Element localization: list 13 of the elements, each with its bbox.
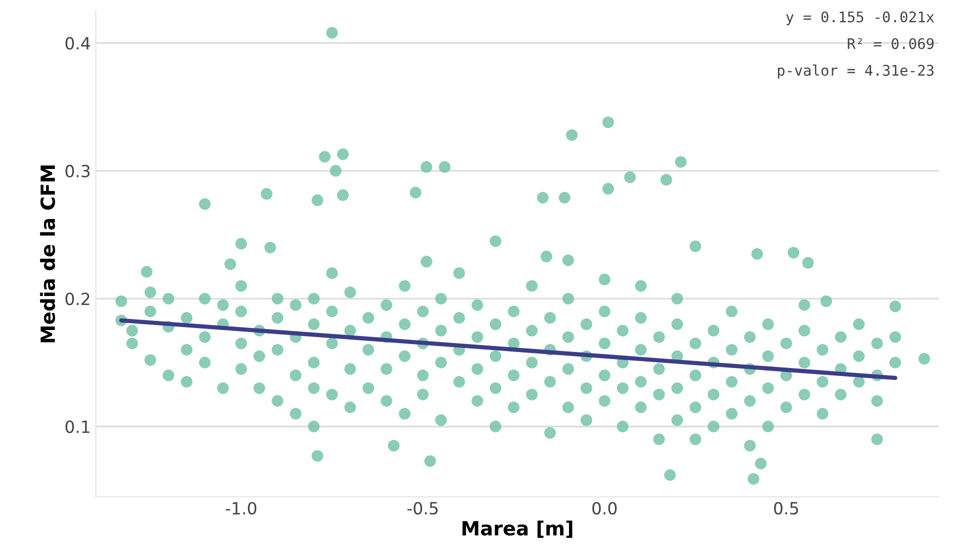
y-axis-title: Media de la CFM [40,166,56,342]
x-tick-label: 0.0 [592,502,617,515]
x-tick-label: -0.5 [407,502,438,515]
y-tick-label: 0.1 [66,420,90,434]
x-tick-label: -1.0 [226,502,256,515]
y-tick-label: 0.4 [66,36,90,50]
annotation: p-valor = 4.31e-23 [778,64,934,79]
y-tick-label: 0.2 [66,292,90,306]
annotation: R² = 0.069 [848,38,934,50]
y-tick-label: 0.3 [66,164,90,178]
x-axis-title: Marea [m] [462,520,572,538]
x-tick-label: 0.5 [774,502,798,515]
annotation: y = 0.155 -0.021x [786,11,934,26]
